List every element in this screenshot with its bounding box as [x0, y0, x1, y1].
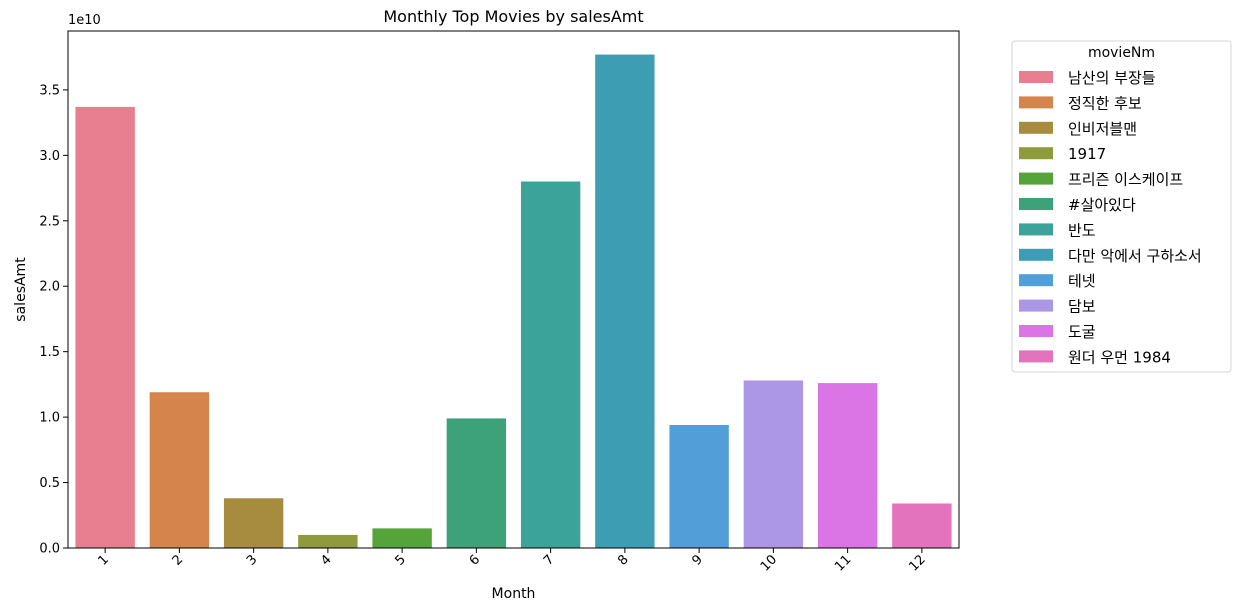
bar-month-7	[520, 181, 581, 548]
legend-swatch	[1019, 121, 1053, 134]
x-tick-label: 8	[615, 552, 631, 568]
x-axis-label: Month	[492, 586, 536, 602]
bar-month-9	[669, 424, 729, 548]
bar-month-1	[75, 106, 135, 548]
plot-frame	[67, 30, 960, 549]
chart-title: Monthly Top Movies by salesAmt	[383, 7, 643, 26]
x-tick-label: 11	[832, 552, 854, 574]
y-tick-label: 0.5	[39, 476, 60, 491]
legend-swatch	[1019, 198, 1053, 210]
y-tick-label: 0.0	[39, 542, 60, 557]
legend-entry: 프리즌 이스케이프	[1068, 171, 1183, 189]
x-axis: 1 2 3 4 5 6 7 8 9 10 11 12	[95, 548, 929, 575]
legend-swatch	[1019, 299, 1053, 312]
x-tick-label: 9	[689, 552, 705, 568]
bar-month-2	[149, 392, 210, 548]
bar-month-3	[223, 498, 284, 548]
x-tick-label: 3	[244, 552, 260, 568]
bar-month-6	[446, 418, 507, 548]
legend-swatch	[1019, 96, 1053, 109]
legend-swatch	[1019, 223, 1053, 236]
y-axis-label: salesAmt	[13, 257, 29, 322]
x-tick-label: 4	[318, 552, 334, 568]
legend-entry: 담보	[1068, 298, 1096, 316]
y-tick-label: 2.5	[39, 214, 60, 229]
bar-month-12	[892, 503, 952, 548]
x-tick-label: 6	[467, 552, 483, 568]
y-offset-label: 1e10	[68, 13, 101, 28]
legend-swatch	[1019, 325, 1053, 337]
bar-month-5	[372, 528, 432, 548]
legend-entry: #살아있다	[1068, 196, 1136, 214]
legend-title: movieNm	[1088, 45, 1155, 61]
x-tick-label: 2	[170, 552, 186, 568]
y-tick-label: 1.5	[39, 345, 60, 360]
legend-swatch	[1019, 71, 1053, 83]
legend-frame	[1011, 40, 1232, 373]
legend-swatch	[1019, 350, 1053, 363]
bars-group	[75, 54, 952, 548]
legend-entry: 인비저블맨	[1068, 120, 1137, 138]
x-tick-label: 7	[541, 552, 557, 568]
legend-entry: 원더 우먼 1984	[1068, 348, 1171, 366]
bar-month-8	[595, 54, 655, 548]
legend-entry: 다만 악에서 구하소서	[1068, 247, 1202, 265]
x-tick-label: 12	[906, 552, 928, 574]
bar-month-4	[298, 534, 358, 548]
x-tick-label: 5	[392, 552, 408, 568]
y-tick-label: 2.0	[39, 280, 60, 295]
legend-entry: 도굴	[1068, 323, 1096, 341]
legend-swatch	[1019, 248, 1053, 261]
legend-swatch	[1019, 274, 1053, 287]
legend-entry: 테넷	[1068, 272, 1096, 290]
legend-swatch	[1019, 172, 1053, 185]
x-tick-label: 10	[758, 552, 780, 574]
legend-entry: 남산의 부장들	[1068, 69, 1156, 87]
x-tick-label: 1	[95, 552, 111, 568]
bar-month-10	[743, 380, 804, 548]
y-tick-label: 3.0	[39, 149, 60, 164]
legend-entry: 정직한 후보	[1068, 94, 1142, 112]
bar-month-11	[817, 383, 878, 548]
legend-entry: 반도	[1068, 221, 1096, 239]
y-tick-label: 3.5	[39, 83, 60, 98]
legend-entry: 1917	[1068, 145, 1106, 163]
legend-swatch	[1019, 147, 1053, 160]
y-axis: 0.0 0.5 1.0 1.5 2.0 2.5 3.0 3.5	[39, 83, 68, 557]
y-tick-label: 1.0	[39, 411, 60, 426]
